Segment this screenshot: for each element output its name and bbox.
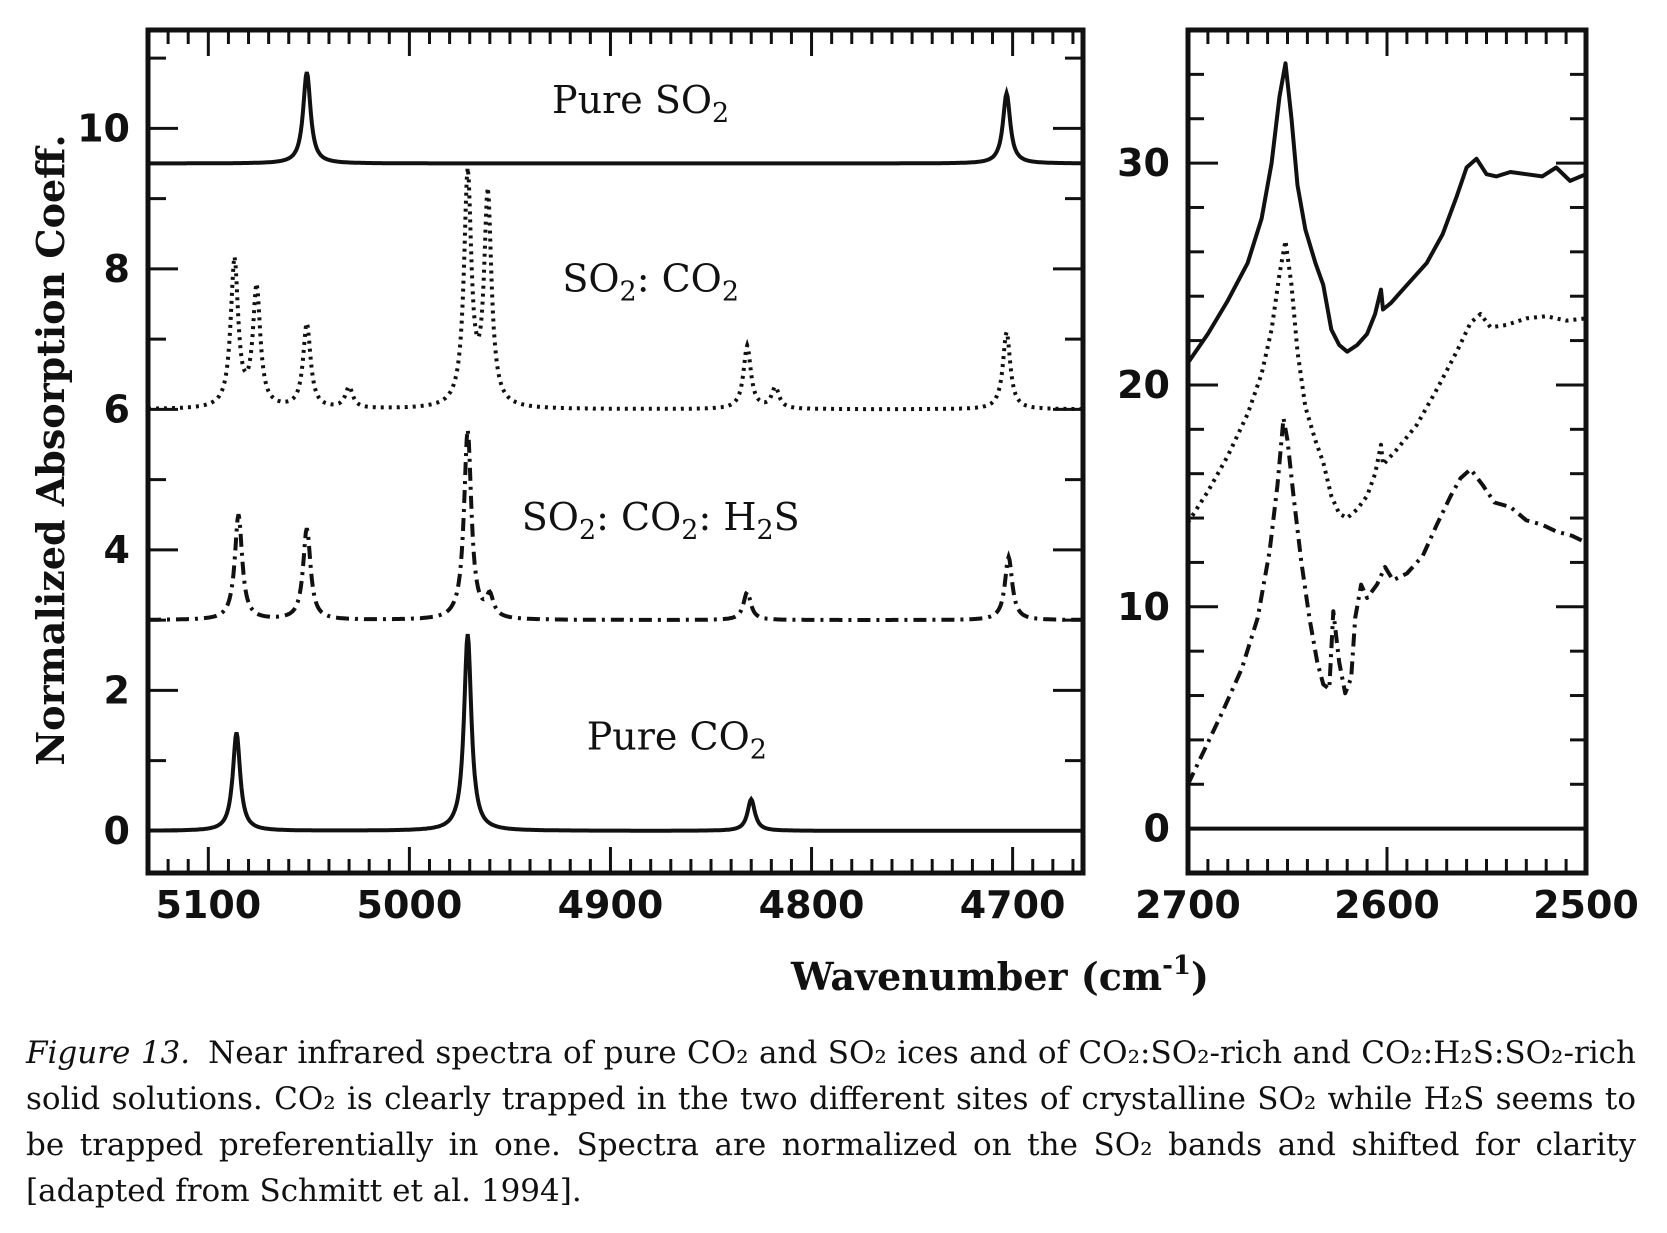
trace-label-1: SO2: CO2 xyxy=(562,256,739,307)
left-series-line xyxy=(148,71,1083,166)
left-y-tick-label: 4 xyxy=(104,528,130,572)
right-y-tick-label: 10 xyxy=(1117,585,1170,629)
right-y-tick-label: 30 xyxy=(1117,141,1170,185)
left-panel: 5100 5000 4900 4800 4700 0 2 4 6 8 10 Pure SO2 SO2: … xyxy=(77,27,1086,927)
caption-text: Near infrared spectra of pure CO₂ and SO… xyxy=(26,1035,1636,1209)
right-series-line xyxy=(1186,416,1587,786)
right-x-tick-label: 2700 xyxy=(1135,883,1241,927)
left-series-line xyxy=(148,633,1083,833)
right-x-tick-label: 2600 xyxy=(1334,883,1440,927)
trace-label-2: SO2: CO2: H2S xyxy=(522,495,800,546)
right-x-tick-label: 2500 xyxy=(1533,883,1639,927)
y-axis-title: Normalized Absorption Coeff. xyxy=(28,134,73,765)
right-y-tick-label: 0 xyxy=(1144,807,1170,851)
right-series-line xyxy=(1186,61,1587,364)
caption-label: Figure 13. xyxy=(26,1035,191,1071)
trace-label-0: Pure SO2 xyxy=(552,78,729,129)
figure-caption: Figure 13. Near infrared spectra of pure … xyxy=(26,1030,1636,1214)
left-x-tick-label: 4800 xyxy=(759,883,865,927)
left-y-tick-label: 2 xyxy=(104,668,130,712)
left-x-tick-label: 5000 xyxy=(357,883,463,927)
trace-label-3: Pure CO2 xyxy=(587,714,767,765)
left-y-tick-label: 6 xyxy=(104,387,130,431)
right-series-line xyxy=(1186,238,1587,524)
left-x-tick-label: 5100 xyxy=(155,883,261,927)
left-x-tick-label: 4900 xyxy=(558,883,664,927)
left-y-tick-label: 8 xyxy=(104,247,130,291)
left-y-tick-label: 0 xyxy=(104,809,130,853)
right-y-tick-label: 20 xyxy=(1117,363,1170,407)
left-plot-frame xyxy=(145,27,1086,876)
right-panel: 2700 2600 2500 0 10 20 30 xyxy=(1117,27,1639,927)
right-plot-frame xyxy=(1185,27,1589,876)
left-series-line xyxy=(148,429,1084,622)
left-y-tick-label: 10 xyxy=(77,106,130,150)
x-axis-title: Wavenumber (cm-1) xyxy=(790,951,1209,999)
left-series-line xyxy=(148,167,1083,412)
left-x-tick-label: 4700 xyxy=(960,883,1066,927)
